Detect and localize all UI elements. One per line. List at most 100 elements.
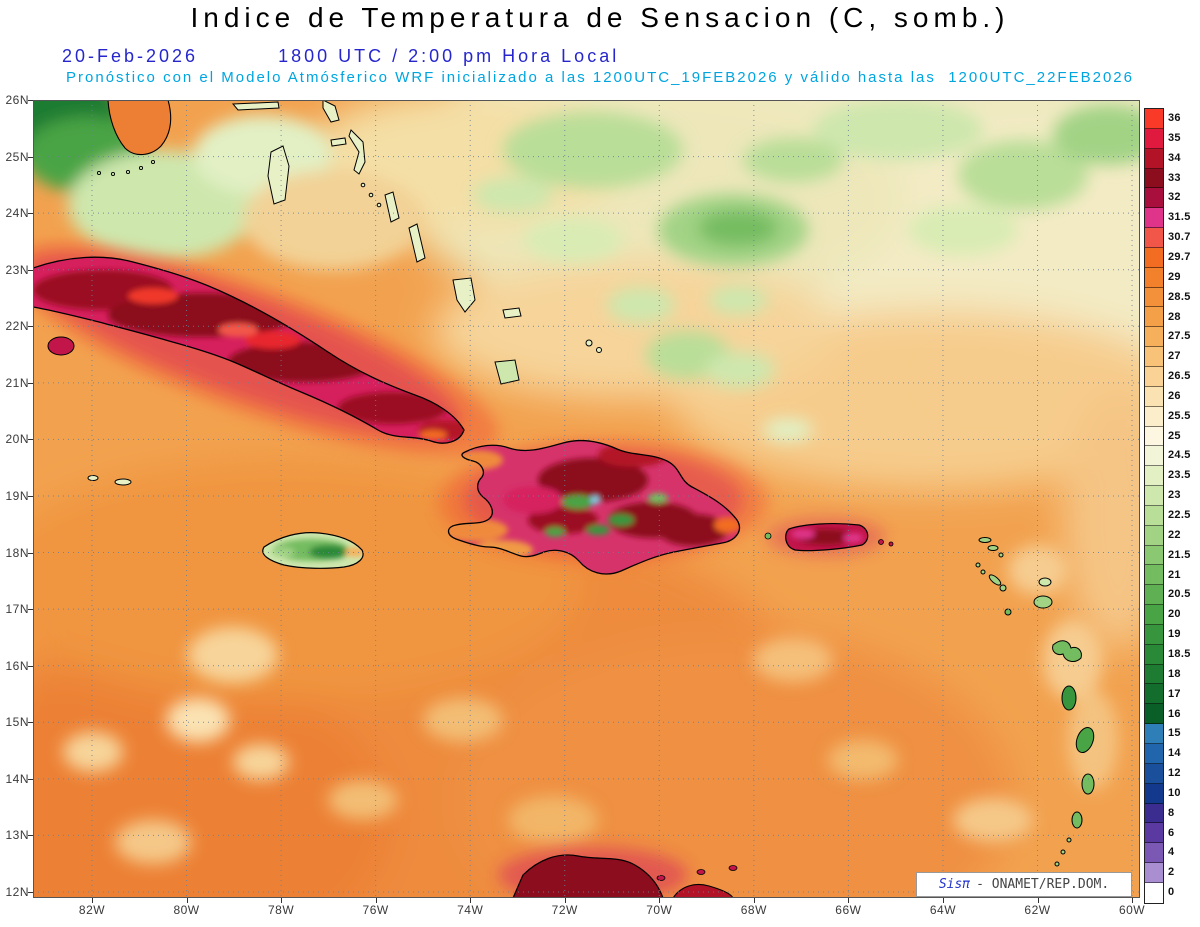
lat-tick-mark <box>28 213 33 215</box>
colorbar-swatch <box>1145 803 1163 824</box>
colorbar-labels: 36 35 34 33 32 31.5 30.7 29.7 29 28.5 28 27.5 27 26.5… <box>1168 108 1200 902</box>
lon-tick-label: 74W <box>457 903 484 917</box>
lat-tick-mark <box>28 891 33 893</box>
colorbar-label: 35 <box>1168 131 1181 144</box>
forecast-date: 20-Feb-2026 <box>62 46 199 66</box>
colorbar-label: 4 <box>1168 846 1175 859</box>
lon-tick-mark <box>281 898 283 903</box>
map-frame <box>33 100 1140 898</box>
lat-tick-label: 13N <box>5 828 29 843</box>
colorbar-swatch <box>1145 347 1163 367</box>
lat-tick-label: 15N <box>5 715 29 730</box>
colorbar-swatch <box>1145 724 1163 744</box>
lat-tick-label: 16N <box>5 658 29 673</box>
colorbar-label: 36 <box>1168 112 1181 124</box>
colorbar-label: 28.5 <box>1168 290 1191 303</box>
colorbar <box>1144 108 1164 904</box>
colorbar-swatch <box>1145 664 1163 685</box>
colorbar-label: 21 <box>1168 568 1181 581</box>
watermark-badge: Sisπ - ONAMET/REP.DOM. <box>916 872 1132 897</box>
colorbar-label: 31.5 <box>1168 211 1191 224</box>
lat-tick-mark <box>28 778 33 780</box>
lon-tick-mark <box>375 898 377 903</box>
lat-tick-mark <box>28 609 33 611</box>
lon-tick-mark <box>848 898 850 903</box>
lon-tick-mark <box>1132 898 1134 903</box>
colorbar-label: 23 <box>1168 489 1181 502</box>
colorbar-swatch <box>1145 426 1163 447</box>
colorbar-swatch <box>1145 109 1163 129</box>
colorbar-label: 16 <box>1168 707 1181 720</box>
lon-tick-label: 82W <box>78 903 106 917</box>
forecast-time: 1800 UTC / 2:00 pm Hora Local <box>278 46 620 66</box>
lon-tick-mark <box>92 898 93 903</box>
lon-tick-label: 78W <box>268 903 295 917</box>
page-title: Indice de Temperatura de Sensacion (C, s… <box>190 2 1010 33</box>
temperature-field-detail-blobs <box>33 100 1140 864</box>
colorbar-label: 18 <box>1168 667 1181 680</box>
colorbar-label: 33 <box>1168 171 1181 184</box>
lon-tick-mark <box>1037 898 1039 903</box>
colorbar-label: 29.7 <box>1168 250 1191 263</box>
colorbar-swatch <box>1145 624 1163 645</box>
colorbar-label: 6 <box>1168 826 1175 839</box>
colorbar-swatch <box>1145 168 1163 189</box>
lat-tick-mark <box>28 552 33 554</box>
lon-tick-label: 72W <box>551 903 578 917</box>
lat-tick-mark <box>28 269 33 271</box>
jamaica-island <box>262 532 364 569</box>
guajira-peninsula <box>512 854 738 898</box>
florida-keys <box>96 159 156 177</box>
colorbar-label: 10 <box>1168 786 1181 799</box>
lat-tick-label: 12N <box>5 884 29 899</box>
lat-tick-mark <box>28 835 33 837</box>
colorbar-swatch <box>1145 823 1163 844</box>
lon-tick-label: 60W <box>1118 903 1146 917</box>
bahamas-group <box>87 100 602 486</box>
colorbar-swatch <box>1145 744 1163 764</box>
colorbar-label: 32 <box>1168 191 1181 204</box>
colorbar-label: 22.5 <box>1168 509 1191 521</box>
lat-tick-label: 22N <box>5 319 29 334</box>
colorbar-swatch <box>1145 366 1163 387</box>
colorbar-label: 14 <box>1168 747 1181 760</box>
colorbar-label: 27.5 <box>1168 330 1191 343</box>
lon-tick-label: 80W <box>173 903 200 917</box>
colorbar-label: 25 <box>1168 429 1181 442</box>
colorbar-swatch <box>1145 763 1163 784</box>
lat-tick-label: 24N <box>5 206 29 221</box>
lat-tick-label: 21N <box>5 375 29 390</box>
colorbar-label: 20.5 <box>1168 588 1191 601</box>
lat-tick-label: 18N <box>5 545 29 560</box>
colorbar-label: 23.5 <box>1168 469 1191 482</box>
colorbar-label: 34 <box>1168 151 1181 164</box>
datetime-row: 20-Feb-2026 1800 UTC / 2:00 pm Hora Loca… <box>62 46 619 67</box>
lat-tick-mark <box>28 495 33 497</box>
watermark-brand: Sisπ <box>938 877 971 892</box>
colorbar-swatch <box>1145 406 1163 427</box>
lon-tick-mark <box>659 898 661 903</box>
colorbar-label: 26 <box>1168 389 1181 402</box>
florida-peninsula <box>96 100 172 177</box>
watermark-text: - ONAMET/REP.DOM. <box>976 877 1110 892</box>
cuba-island <box>33 256 465 444</box>
colorbar-swatch <box>1145 545 1163 566</box>
lat-tick-label: 17N <box>5 602 29 617</box>
colorbar-swatch <box>1145 863 1163 883</box>
colorbar-swatch <box>1145 446 1163 467</box>
colorbar-swatch <box>1145 843 1163 864</box>
colorbar-label: 2 <box>1168 866 1175 879</box>
lesser-antilles-group <box>975 537 1095 891</box>
colorbar-label: 8 <box>1168 806 1175 819</box>
colorbar-label: 15 <box>1168 727 1181 740</box>
lat-tick-mark <box>28 665 33 667</box>
colorbar-label: 28 <box>1168 310 1181 323</box>
lon-tick-label: 68W <box>740 903 767 917</box>
lat-tick-label: 20N <box>5 432 29 447</box>
colorbar-swatch <box>1145 466 1163 487</box>
lon-tick-label: 66W <box>835 903 862 917</box>
colorbar-swatch <box>1145 783 1163 804</box>
colorbar-swatch <box>1145 327 1163 348</box>
colorbar-swatch <box>1145 247 1163 268</box>
